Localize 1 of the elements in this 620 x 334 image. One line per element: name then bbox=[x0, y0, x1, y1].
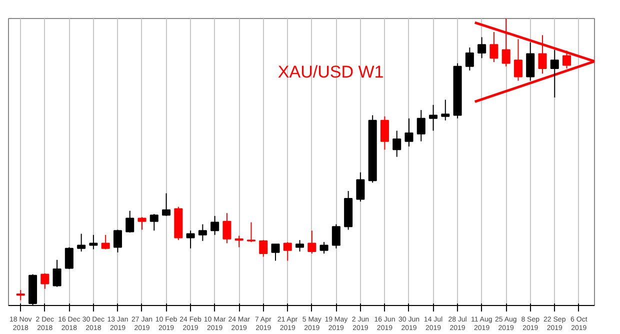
text: XAU/USD W1 bbox=[278, 62, 384, 82]
